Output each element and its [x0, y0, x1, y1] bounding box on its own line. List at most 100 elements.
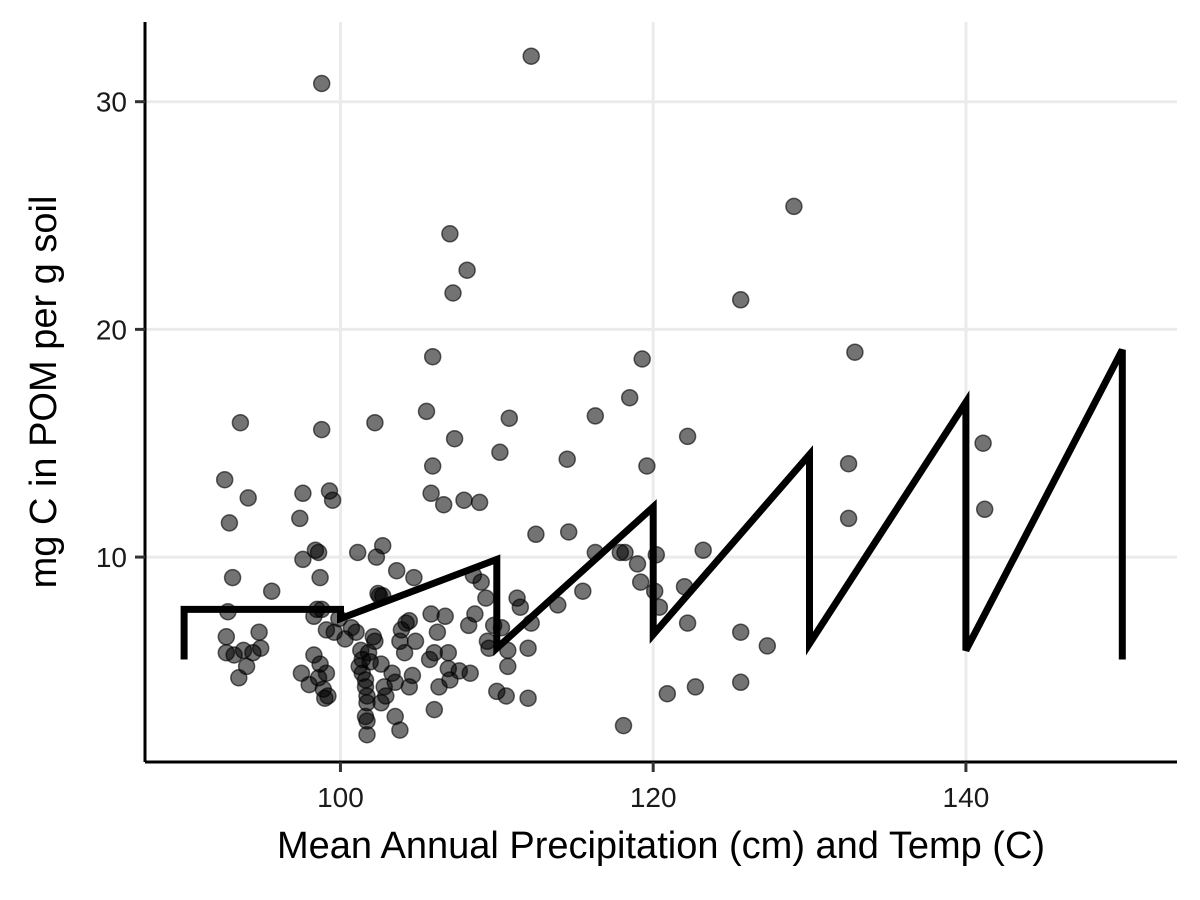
data-point [519, 689, 537, 707]
data-point [423, 347, 442, 366]
data-point [391, 721, 409, 739]
data-point [348, 543, 367, 562]
axis-ticks: 100 120 140 10 20 30 [96, 87, 989, 813]
data-point [500, 409, 519, 427]
y-axis-title: mg C in POM per g soil [23, 196, 65, 589]
data-point [616, 543, 634, 562]
data-point [312, 420, 331, 439]
data-point [846, 343, 864, 361]
axes [143, 22, 1177, 764]
data-point [472, 573, 490, 591]
data-point [628, 555, 647, 573]
data-point [491, 443, 509, 462]
plot-background [145, 22, 1177, 762]
trend-line [180, 348, 1126, 660]
data-point [428, 623, 447, 641]
data-point [312, 74, 331, 93]
data-point [251, 639, 270, 657]
data-point [387, 561, 406, 580]
x-tick-label: 140 [943, 782, 990, 813]
data-point [839, 509, 858, 528]
data-point [323, 491, 342, 509]
data-point [466, 605, 484, 623]
data-point [458, 261, 476, 279]
data-point [395, 643, 414, 662]
data-point [358, 725, 376, 744]
data-point [975, 500, 994, 519]
data-point [731, 623, 750, 641]
data-point [422, 484, 440, 503]
data-point [239, 489, 257, 507]
data-point [620, 388, 639, 407]
data-point [445, 429, 464, 448]
data-point [731, 291, 750, 309]
data-point [294, 550, 312, 569]
data-point [309, 543, 328, 562]
data-point [477, 589, 495, 607]
data-point [217, 628, 236, 646]
data-point [311, 568, 329, 587]
data-point [434, 495, 453, 514]
data-point [461, 664, 479, 682]
data-point [291, 509, 309, 528]
data-point [439, 643, 458, 662]
data-point [527, 525, 545, 544]
data-point [586, 407, 605, 425]
data-point [499, 657, 517, 676]
data-point [658, 684, 677, 703]
data-point [231, 413, 250, 432]
data-point [215, 470, 234, 489]
data-point [444, 284, 462, 302]
data-point [559, 523, 578, 541]
y-tick-label: 20 [96, 314, 127, 345]
x-axis-title: Mean Annual Precipitation (cm) and Temp … [277, 825, 1045, 867]
data-point [417, 402, 436, 421]
data-point [436, 607, 454, 626]
data-point [347, 623, 365, 641]
data-point [470, 493, 489, 512]
data-point [405, 568, 423, 587]
data-point [317, 664, 336, 682]
x-tick-label: 100 [317, 782, 364, 813]
data-point [316, 689, 334, 707]
data-point [422, 605, 440, 623]
data-point [366, 632, 384, 651]
data-point [425, 700, 444, 719]
data-point [686, 678, 705, 696]
data-point [373, 536, 392, 555]
data-point [758, 637, 777, 655]
y-tick-label: 30 [96, 87, 127, 118]
data-point [423, 457, 442, 475]
data-point [574, 582, 592, 600]
data-point [633, 350, 651, 368]
data-point [974, 434, 992, 452]
data-point [785, 197, 803, 216]
data-points [215, 47, 994, 744]
data-point [631, 573, 650, 591]
x-tick-label: 120 [630, 782, 677, 813]
data-point [497, 687, 515, 705]
data-point [558, 450, 576, 468]
data-point [522, 47, 540, 65]
data-point [220, 514, 239, 532]
data-point [294, 484, 312, 503]
data-point [372, 694, 390, 712]
y-tick-label: 10 [96, 542, 127, 573]
data-point [519, 639, 537, 657]
data-point [403, 666, 422, 685]
data-point [678, 614, 697, 632]
data-point [678, 427, 697, 446]
data-point [511, 598, 530, 616]
data-point [223, 568, 242, 587]
data-point [366, 413, 384, 432]
data-point [638, 457, 656, 475]
data-point [694, 541, 712, 559]
data-point [400, 612, 419, 630]
data-point [250, 623, 268, 641]
data-point [839, 454, 858, 473]
data-point [262, 582, 281, 600]
data-point [455, 491, 473, 509]
data-point [406, 632, 425, 651]
data-point [614, 716, 633, 735]
